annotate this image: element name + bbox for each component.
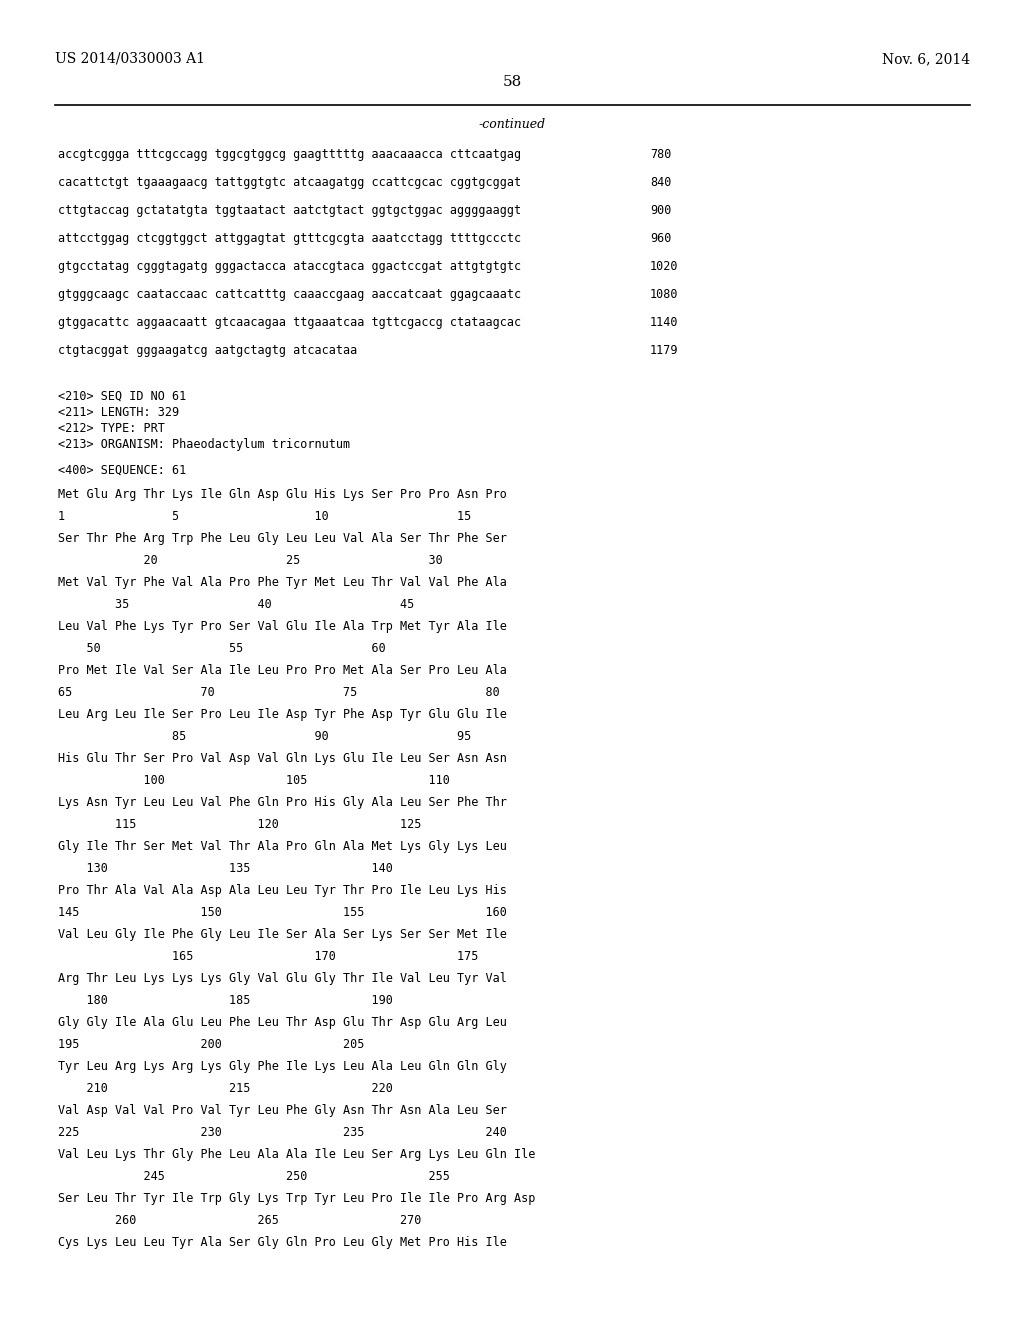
Text: 1179: 1179 — [650, 345, 679, 356]
Text: <400> SEQUENCE: 61: <400> SEQUENCE: 61 — [58, 465, 186, 477]
Text: Nov. 6, 2014: Nov. 6, 2014 — [882, 51, 970, 66]
Text: Met Glu Arg Thr Lys Ile Gln Asp Glu His Lys Ser Pro Pro Asn Pro: Met Glu Arg Thr Lys Ile Gln Asp Glu His … — [58, 488, 507, 502]
Text: 960: 960 — [650, 232, 672, 246]
Text: Ser Leu Thr Tyr Ile Trp Gly Lys Trp Tyr Leu Pro Ile Ile Pro Arg Asp: Ser Leu Thr Tyr Ile Trp Gly Lys Trp Tyr … — [58, 1192, 536, 1205]
Text: 65                  70                  75                  80: 65 70 75 80 — [58, 686, 500, 700]
Text: 900: 900 — [650, 205, 672, 216]
Text: 1               5                   10                  15: 1 5 10 15 — [58, 510, 471, 523]
Text: 840: 840 — [650, 176, 672, 189]
Text: attcctggag ctcggtggct attggagtat gtttcgcgta aaatcctagg ttttgccctc: attcctggag ctcggtggct attggagtat gtttcgc… — [58, 232, 521, 246]
Text: Gly Ile Thr Ser Met Val Thr Ala Pro Gln Ala Met Lys Gly Lys Leu: Gly Ile Thr Ser Met Val Thr Ala Pro Gln … — [58, 840, 507, 853]
Text: Cys Lys Leu Leu Tyr Ala Ser Gly Gln Pro Leu Gly Met Pro His Ile: Cys Lys Leu Leu Tyr Ala Ser Gly Gln Pro … — [58, 1236, 507, 1249]
Text: <213> ORGANISM: Phaeodactylum tricornutum: <213> ORGANISM: Phaeodactylum tricornutu… — [58, 438, 350, 451]
Text: Pro Met Ile Val Ser Ala Ile Leu Pro Pro Met Ala Ser Pro Leu Ala: Pro Met Ile Val Ser Ala Ile Leu Pro Pro … — [58, 664, 507, 677]
Text: Met Val Tyr Phe Val Ala Pro Phe Tyr Met Leu Thr Val Val Phe Ala: Met Val Tyr Phe Val Ala Pro Phe Tyr Met … — [58, 576, 507, 589]
Text: 225                 230                 235                 240: 225 230 235 240 — [58, 1126, 507, 1139]
Text: 50                  55                  60: 50 55 60 — [58, 642, 386, 655]
Text: gtgggcaagc caataccaac cattcatttg caaaccgaag aaccatcaat ggagcaaatc: gtgggcaagc caataccaac cattcatttg caaaccg… — [58, 288, 521, 301]
Text: 260                 265                 270: 260 265 270 — [58, 1214, 421, 1228]
Text: Ser Thr Phe Arg Trp Phe Leu Gly Leu Leu Val Ala Ser Thr Phe Ser: Ser Thr Phe Arg Trp Phe Leu Gly Leu Leu … — [58, 532, 507, 545]
Text: 180                 185                 190: 180 185 190 — [58, 994, 393, 1007]
Text: 145                 150                 155                 160: 145 150 155 160 — [58, 906, 507, 919]
Text: -continued: -continued — [478, 117, 546, 131]
Text: 780: 780 — [650, 148, 672, 161]
Text: Arg Thr Leu Lys Lys Lys Gly Val Glu Gly Thr Ile Val Leu Tyr Val: Arg Thr Leu Lys Lys Lys Gly Val Glu Gly … — [58, 972, 507, 985]
Text: gtggacattc aggaacaatt gtcaacagaa ttgaaatcaa tgttcgaccg ctataagcac: gtggacattc aggaacaatt gtcaacagaa ttgaaat… — [58, 315, 521, 329]
Text: <211> LENGTH: 329: <211> LENGTH: 329 — [58, 407, 179, 418]
Text: 195                 200                 205: 195 200 205 — [58, 1038, 365, 1051]
Text: 115                 120                 125: 115 120 125 — [58, 818, 421, 832]
Text: 130                 135                 140: 130 135 140 — [58, 862, 393, 875]
Text: His Glu Thr Ser Pro Val Asp Val Gln Lys Glu Ile Leu Ser Asn Asn: His Glu Thr Ser Pro Val Asp Val Gln Lys … — [58, 752, 507, 766]
Text: 1080: 1080 — [650, 288, 679, 301]
Text: accgtcggga tttcgccagg tggcgtggcg gaagtttttg aaacaaacca cttcaatgag: accgtcggga tttcgccagg tggcgtggcg gaagttt… — [58, 148, 521, 161]
Text: 245                 250                 255: 245 250 255 — [58, 1170, 450, 1183]
Text: Val Asp Val Val Pro Val Tyr Leu Phe Gly Asn Thr Asn Ala Leu Ser: Val Asp Val Val Pro Val Tyr Leu Phe Gly … — [58, 1104, 507, 1117]
Text: ctgtacggat gggaagatcg aatgctagtg atcacataa: ctgtacggat gggaagatcg aatgctagtg atcacat… — [58, 345, 357, 356]
Text: 85                  90                  95: 85 90 95 — [58, 730, 471, 743]
Text: US 2014/0330003 A1: US 2014/0330003 A1 — [55, 51, 205, 66]
Text: Leu Arg Leu Ile Ser Pro Leu Ile Asp Tyr Phe Asp Tyr Glu Glu Ile: Leu Arg Leu Ile Ser Pro Leu Ile Asp Tyr … — [58, 708, 507, 721]
Text: 58: 58 — [503, 75, 521, 88]
Text: 35                  40                  45: 35 40 45 — [58, 598, 415, 611]
Text: Leu Val Phe Lys Tyr Pro Ser Val Glu Ile Ala Trp Met Tyr Ala Ile: Leu Val Phe Lys Tyr Pro Ser Val Glu Ile … — [58, 620, 507, 634]
Text: <212> TYPE: PRT: <212> TYPE: PRT — [58, 422, 165, 436]
Text: 1020: 1020 — [650, 260, 679, 273]
Text: 20                  25                  30: 20 25 30 — [58, 554, 442, 568]
Text: cacattctgt tgaaagaacg tattggtgtc atcaagatgg ccattcgcac cggtgcggat: cacattctgt tgaaagaacg tattggtgtc atcaaga… — [58, 176, 521, 189]
Text: Pro Thr Ala Val Ala Asp Ala Leu Leu Tyr Thr Pro Ile Leu Lys His: Pro Thr Ala Val Ala Asp Ala Leu Leu Tyr … — [58, 884, 507, 898]
Text: 210                 215                 220: 210 215 220 — [58, 1082, 393, 1096]
Text: gtgcctatag cgggtagatg gggactacca ataccgtaca ggactccgat attgtgtgtc: gtgcctatag cgggtagatg gggactacca ataccgt… — [58, 260, 521, 273]
Text: 165                 170                 175: 165 170 175 — [58, 950, 478, 964]
Text: Gly Gly Ile Ala Glu Leu Phe Leu Thr Asp Glu Thr Asp Glu Arg Leu: Gly Gly Ile Ala Glu Leu Phe Leu Thr Asp … — [58, 1016, 507, 1030]
Text: Val Leu Gly Ile Phe Gly Leu Ile Ser Ala Ser Lys Ser Ser Met Ile: Val Leu Gly Ile Phe Gly Leu Ile Ser Ala … — [58, 928, 507, 941]
Text: Lys Asn Tyr Leu Leu Val Phe Gln Pro His Gly Ala Leu Ser Phe Thr: Lys Asn Tyr Leu Leu Val Phe Gln Pro His … — [58, 796, 507, 809]
Text: 1140: 1140 — [650, 315, 679, 329]
Text: <210> SEQ ID NO 61: <210> SEQ ID NO 61 — [58, 389, 186, 403]
Text: cttgtaccag gctatatgta tggtaatact aatctgtact ggtgctggac aggggaaggt: cttgtaccag gctatatgta tggtaatact aatctgt… — [58, 205, 521, 216]
Text: 100                 105                 110: 100 105 110 — [58, 774, 450, 787]
Text: Val Leu Lys Thr Gly Phe Leu Ala Ala Ile Leu Ser Arg Lys Leu Gln Ile: Val Leu Lys Thr Gly Phe Leu Ala Ala Ile … — [58, 1148, 536, 1162]
Text: Tyr Leu Arg Lys Arg Lys Gly Phe Ile Lys Leu Ala Leu Gln Gln Gly: Tyr Leu Arg Lys Arg Lys Gly Phe Ile Lys … — [58, 1060, 507, 1073]
